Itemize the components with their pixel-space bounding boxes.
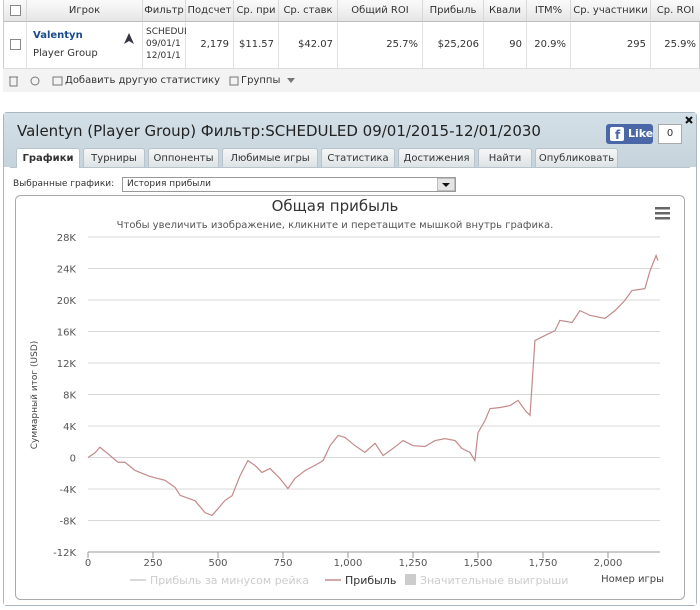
table-cell: $42.07 <box>279 22 338 68</box>
group-icon <box>124 33 134 44</box>
column-header[interactable]: Подсчет <box>186 0 234 22</box>
x-tick-label: 250 <box>143 558 162 569</box>
groups-icon <box>229 76 239 86</box>
column-header[interactable]: Квали <box>484 0 527 22</box>
chart-select[interactable]: История прибыли <box>122 177 456 192</box>
legend-label: Прибыль за минусом рейка <box>150 574 309 587</box>
x-tick-label: 1,000 <box>334 558 363 569</box>
menu-button[interactable] <box>655 207 670 220</box>
column-header[interactable]: Ср. ставк <box>279 0 338 22</box>
checkbox[interactable] <box>10 39 21 50</box>
checkbox[interactable] <box>10 5 21 16</box>
column-header[interactable]: Ср. участники <box>571 0 651 22</box>
player-name[interactable]: Valentyn <box>33 30 83 41</box>
legend-label: Значительные выигрыши <box>420 574 568 587</box>
legend-item[interactable]: Прибыль <box>325 574 396 587</box>
x-tick-label: 750 <box>273 558 292 569</box>
select-arrow[interactable] <box>437 178 455 191</box>
player-group: Player Group <box>33 48 98 59</box>
tab[interactable]: Турниры <box>83 148 145 167</box>
column-header[interactable]: Прибыль <box>423 0 484 22</box>
filter-text: 09/01/1 <box>146 39 181 49</box>
chart-subtitle: Чтобы увеличить изображение, кликните и … <box>117 220 554 231</box>
table-cell: 25.7% <box>338 22 423 68</box>
tab[interactable]: Графики <box>16 148 80 168</box>
table-cell: 2,179 <box>186 22 234 68</box>
table-cell: $11.57 <box>234 22 279 68</box>
y-tick-label: 20K <box>57 296 77 307</box>
tab[interactable]: Оппоненты <box>148 148 219 167</box>
filter-text: SCHEDULI <box>146 27 186 37</box>
y-tick-label: -8K <box>59 517 76 528</box>
chart-frame <box>15 195 685 600</box>
y-tick-label: -4K <box>59 485 76 496</box>
tab[interactable]: Достижения <box>398 148 475 167</box>
column-header[interactable]: Общий ROI <box>338 0 423 22</box>
column-header[interactable]: ITM% <box>527 0 571 22</box>
tab[interactable]: Опубликовать <box>535 148 618 167</box>
panel-title: Valentyn (Player Group) Фильтр:SCHEDULED… <box>17 122 541 140</box>
select-label: Выбранные графики: <box>13 179 115 189</box>
filter-cell <box>143 22 186 68</box>
table-cell: 90 <box>484 22 527 68</box>
x-tick-label: 1,500 <box>464 558 493 569</box>
close-button[interactable] <box>684 115 694 125</box>
y-tick-label: 0 <box>70 454 76 465</box>
like-count: 0 <box>658 124 682 144</box>
column-header[interactable]: Игрок <box>27 0 143 22</box>
x-tick-label: 2,000 <box>594 558 623 569</box>
column-header[interactable]: Фильтр <box>143 0 186 22</box>
chart-title: Общая прибыль <box>272 197 399 215</box>
column-header[interactable]: Ср. при <box>234 0 279 22</box>
x-tick-label: 1,250 <box>399 558 428 569</box>
x-axis-label: Номер игры <box>601 574 664 585</box>
chart: Общая прибыль Чтобы увеличить изображени… <box>15 195 685 600</box>
table-cell: $25,206 <box>423 22 484 68</box>
y-tick-label: 28K <box>57 233 77 244</box>
tab[interactable]: Любимые игры <box>222 148 318 167</box>
table-cell: 295 <box>571 22 651 68</box>
x-tick-label: 500 <box>208 558 227 569</box>
facebook-icon: f <box>610 127 624 141</box>
x-tick-label: 1,750 <box>529 558 558 569</box>
y-axis-label: Суммарный итог (USD) <box>30 341 40 450</box>
legend-label: Прибыль <box>345 574 396 587</box>
groups-menu[interactable]: Группы <box>241 75 281 86</box>
y-tick-label: 16K <box>57 328 77 339</box>
tab-divider <box>10 167 690 168</box>
table-cell: 25.9% <box>651 22 700 68</box>
dropdown-arrow <box>287 78 295 83</box>
add-stats-link[interactable]: Добавить другую статистику <box>65 75 221 86</box>
profit-line <box>87 253 659 517</box>
y-tick-label: -12K <box>53 548 76 559</box>
legend-swatch <box>405 574 416 585</box>
filter-text: 12/01/1 <box>146 51 181 61</box>
y-tick-label: 12K <box>57 359 77 370</box>
tab[interactable]: Найти <box>478 148 532 167</box>
table-cell: 20.9% <box>527 22 571 68</box>
y-tick-label: 24K <box>57 265 77 276</box>
player-cell <box>27 22 143 68</box>
legend-item[interactable]: Значительные выигрыши <box>405 574 568 587</box>
stats-table: Игрок Фильтр Подсчет Ср. при Ср. ставк Общий … <box>3 0 700 92</box>
y-tick-label: 8K <box>63 391 76 402</box>
toolbar: Добавить другую статистику Группы <box>3 68 700 92</box>
column-header[interactable]: Ср. ROI <box>651 0 700 22</box>
toolbar-icons[interactable] <box>9 75 69 87</box>
checkbox-cell <box>4 22 27 68</box>
tab[interactable]: Статистика <box>321 148 395 167</box>
legend-item[interactable]: Прибыль за минусом рейка <box>130 574 309 587</box>
y-tick-label: 4K <box>63 422 76 433</box>
svg-text:f: f <box>615 128 621 141</box>
x-tick-label: 0 <box>85 558 91 569</box>
